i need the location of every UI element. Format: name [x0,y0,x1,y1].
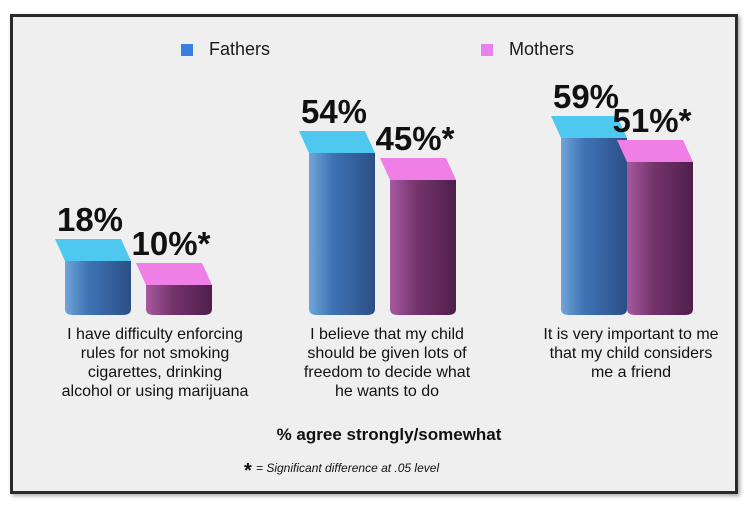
value-label-fathers-2: 54% [301,93,367,130]
category-label-2-line-3: freedom to decide what [304,364,471,381]
value-label-mothers-2: 45%* [376,120,455,157]
category-label-2-line-4: he wants to do [335,383,439,400]
legend-swatch-fathers [181,44,193,56]
bar-fathers-3-front [561,138,627,315]
legend-label-mothers: Mothers [509,39,574,59]
category-label-1-line-2: rules for not smoking [81,345,230,362]
value-label-fathers-3: 59% [553,78,619,115]
category-label-2-line-2: should be given lots of [307,345,467,362]
bar-mothers-3-top [617,140,693,162]
category-label-1-line-1: I have difficulty enforcing [67,326,243,343]
bar-mothers-1-top [136,263,212,285]
bar-fathers-1-top [55,239,131,261]
bar-fathers-3-top [551,116,627,138]
footnote-symbol: * [244,460,252,482]
category-label-3-line-3: me a friend [591,364,671,381]
value-label-fathers-1: 18% [57,201,123,238]
category-label-3-line-1: It is very important to me [543,326,718,343]
chart-frame: Fathers Mothers 18% 54% 59% 10%* 45%* 51%* I … [10,14,738,494]
category-label-3-line-2: that my child considers [550,345,713,362]
chart-svg: Fathers Mothers 18% 54% 59% 10%* 45%* 51%* I … [55,39,719,482]
category-label-1-line-4: alcohol or using marijuana [62,383,249,400]
x-axis-title: % agree strongly/somewhat [277,425,502,444]
bar-fathers-1-front [65,261,131,315]
category-label-2-line-1: I believe that my child [310,326,464,343]
bar-fathers-2-top [299,131,375,153]
bar-fathers-2-front [309,153,375,315]
bar-mothers-3-front [627,162,693,315]
bar-mothers-1-front [146,285,212,315]
legend-swatch-mothers [481,44,493,56]
value-label-mothers-3: 51%* [613,102,692,139]
bar-mothers-2-top [380,158,456,180]
value-label-mothers-1: 10%* [132,225,211,262]
footnote-text: = Significant difference at .05 level [256,461,439,475]
legend-label-fathers: Fathers [209,39,270,59]
bar-mothers-2-front [390,180,456,315]
category-label-1-line-3: cigarettes, drinking [88,364,222,381]
